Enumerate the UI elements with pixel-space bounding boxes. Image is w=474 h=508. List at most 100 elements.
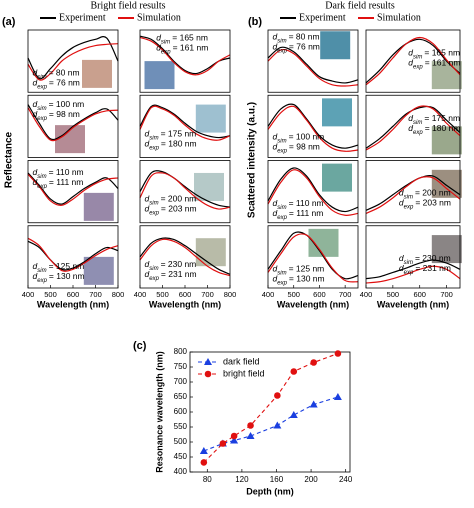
x-tick-label: 500: [156, 290, 169, 299]
annotation-subscript: exp: [413, 64, 423, 70]
y-tick-label: 500: [174, 437, 188, 446]
x-tick-label: 500: [44, 290, 57, 299]
annotation-symbol: d: [33, 177, 38, 187]
y-tick-label: 600: [174, 407, 188, 416]
annotation-value: = 130 nm: [289, 274, 325, 284]
annotation: dsim = 110 nm: [273, 198, 324, 210]
annotation: dsim = 200 nm: [399, 188, 451, 200]
annotation-subscript: exp: [37, 184, 47, 190]
annotation: dsim = 80 nm: [273, 32, 320, 44]
annotation-value: = 175 nm: [161, 129, 197, 139]
x-tick-label: 600: [179, 290, 192, 299]
annotation: dsim = 125 nm: [33, 261, 85, 273]
annotation-value: = 180 nm: [161, 139, 197, 149]
x-tick-label: 200: [304, 475, 318, 484]
annotation: dsim = 175 nm: [408, 113, 460, 125]
marker: [199, 447, 208, 454]
x-tick-label: 400: [22, 290, 35, 299]
annotation-symbol: d: [408, 58, 413, 68]
series-line: [27, 240, 119, 271]
color-swatch: [322, 98, 352, 127]
annotation-value: = 125 nm: [289, 264, 325, 274]
annotation: dexp = 76 nm: [273, 42, 320, 54]
annotation-subscript: sim: [149, 135, 158, 141]
annotation-symbol: d: [408, 123, 413, 133]
annotation: dexp = 98 nm: [33, 109, 80, 121]
marker: [246, 432, 255, 439]
x-tick-label: 500: [287, 290, 300, 299]
series-line: [365, 259, 461, 280]
series-line: [365, 176, 461, 214]
y-tick-label: 450: [174, 452, 188, 461]
x-axis-label: Wavelength (nm): [149, 299, 221, 309]
annotation-value: = 231 nm: [415, 263, 451, 273]
x-tick-label: 600: [313, 290, 326, 299]
series-line: [267, 46, 359, 84]
annotation-symbol: d: [273, 208, 278, 218]
annotation: dsim = 200 nm: [145, 194, 197, 206]
marker: [204, 358, 212, 365]
legend-label: Simulation: [137, 12, 181, 23]
legend-label: Experiment: [59, 12, 106, 23]
annotation-symbol: d: [33, 261, 38, 271]
color-swatch: [431, 235, 462, 264]
annotation-symbol: d: [33, 99, 38, 109]
panel-title: Dark field results: [325, 0, 395, 11]
x-tick-label: 700: [440, 290, 453, 299]
color-swatch: [431, 61, 462, 90]
annotation-value: = 203 nm: [415, 198, 451, 208]
annotation-value: = 98 nm: [289, 142, 320, 152]
series-line: [365, 105, 461, 151]
annotation-value: = 200 nm: [415, 188, 451, 198]
plot-frame: [267, 160, 359, 224]
annotation-symbol: d: [273, 132, 278, 142]
annotation: dexp = 231 nm: [145, 269, 197, 281]
x-tick-label: 160: [270, 475, 284, 484]
series-line: [139, 237, 231, 275]
marker: [333, 393, 342, 400]
series-line: [139, 238, 231, 277]
annotation-subscript: exp: [161, 49, 171, 55]
annotation-subscript: exp: [413, 130, 423, 136]
x-tick-label: 800: [224, 290, 237, 299]
plot-frame: [139, 160, 231, 224]
annotation-value: = 111 nm: [289, 208, 323, 218]
color-swatch: [320, 31, 351, 60]
annotation: dsim = 230 nm: [399, 253, 451, 265]
marker: [204, 370, 212, 378]
annotation-symbol: d: [145, 204, 150, 214]
x-axis-label: Wavelength (nm): [37, 299, 109, 309]
annotation-subscript: exp: [149, 145, 159, 151]
x-tick-label: 400: [360, 290, 373, 299]
marker: [200, 459, 208, 466]
plot-frame: [267, 29, 359, 93]
annotation-subscript: exp: [277, 280, 287, 286]
panel-label: (c): [133, 340, 147, 352]
annotation-subscript: sim: [277, 205, 286, 211]
annotation-symbol: d: [273, 264, 278, 274]
annotation-value: = 98 nm: [49, 109, 80, 119]
x-tick-label: 80: [203, 475, 212, 484]
annotation-value: = 165 nm: [424, 48, 460, 58]
plot-frame: [267, 225, 359, 289]
annotation-symbol: d: [145, 139, 150, 149]
x-tick-label: 500: [387, 290, 400, 299]
y-tick-label: 700: [174, 377, 188, 386]
series-line: [27, 237, 119, 272]
annotation-subscript: sim: [37, 74, 46, 80]
annotation: dsim = 100 nm: [33, 99, 85, 111]
annotation: dsim = 230 nm: [145, 259, 197, 271]
annotation-symbol: d: [156, 43, 161, 53]
annotation: dsim = 100 nm: [273, 132, 325, 144]
annotation-symbol: d: [33, 271, 38, 281]
annotation: dexp = 231 nm: [399, 263, 451, 275]
annotation-symbol: d: [33, 68, 38, 78]
annotation: dexp = 130 nm: [273, 274, 325, 286]
annotation-subscript: sim: [413, 120, 422, 126]
annotation: dexp = 161 nm: [408, 58, 460, 70]
series-line: [139, 36, 231, 76]
annotation-value: = 230 nm: [415, 253, 451, 263]
color-swatch: [83, 256, 114, 285]
annotation-value: = 231 nm: [161, 269, 197, 279]
